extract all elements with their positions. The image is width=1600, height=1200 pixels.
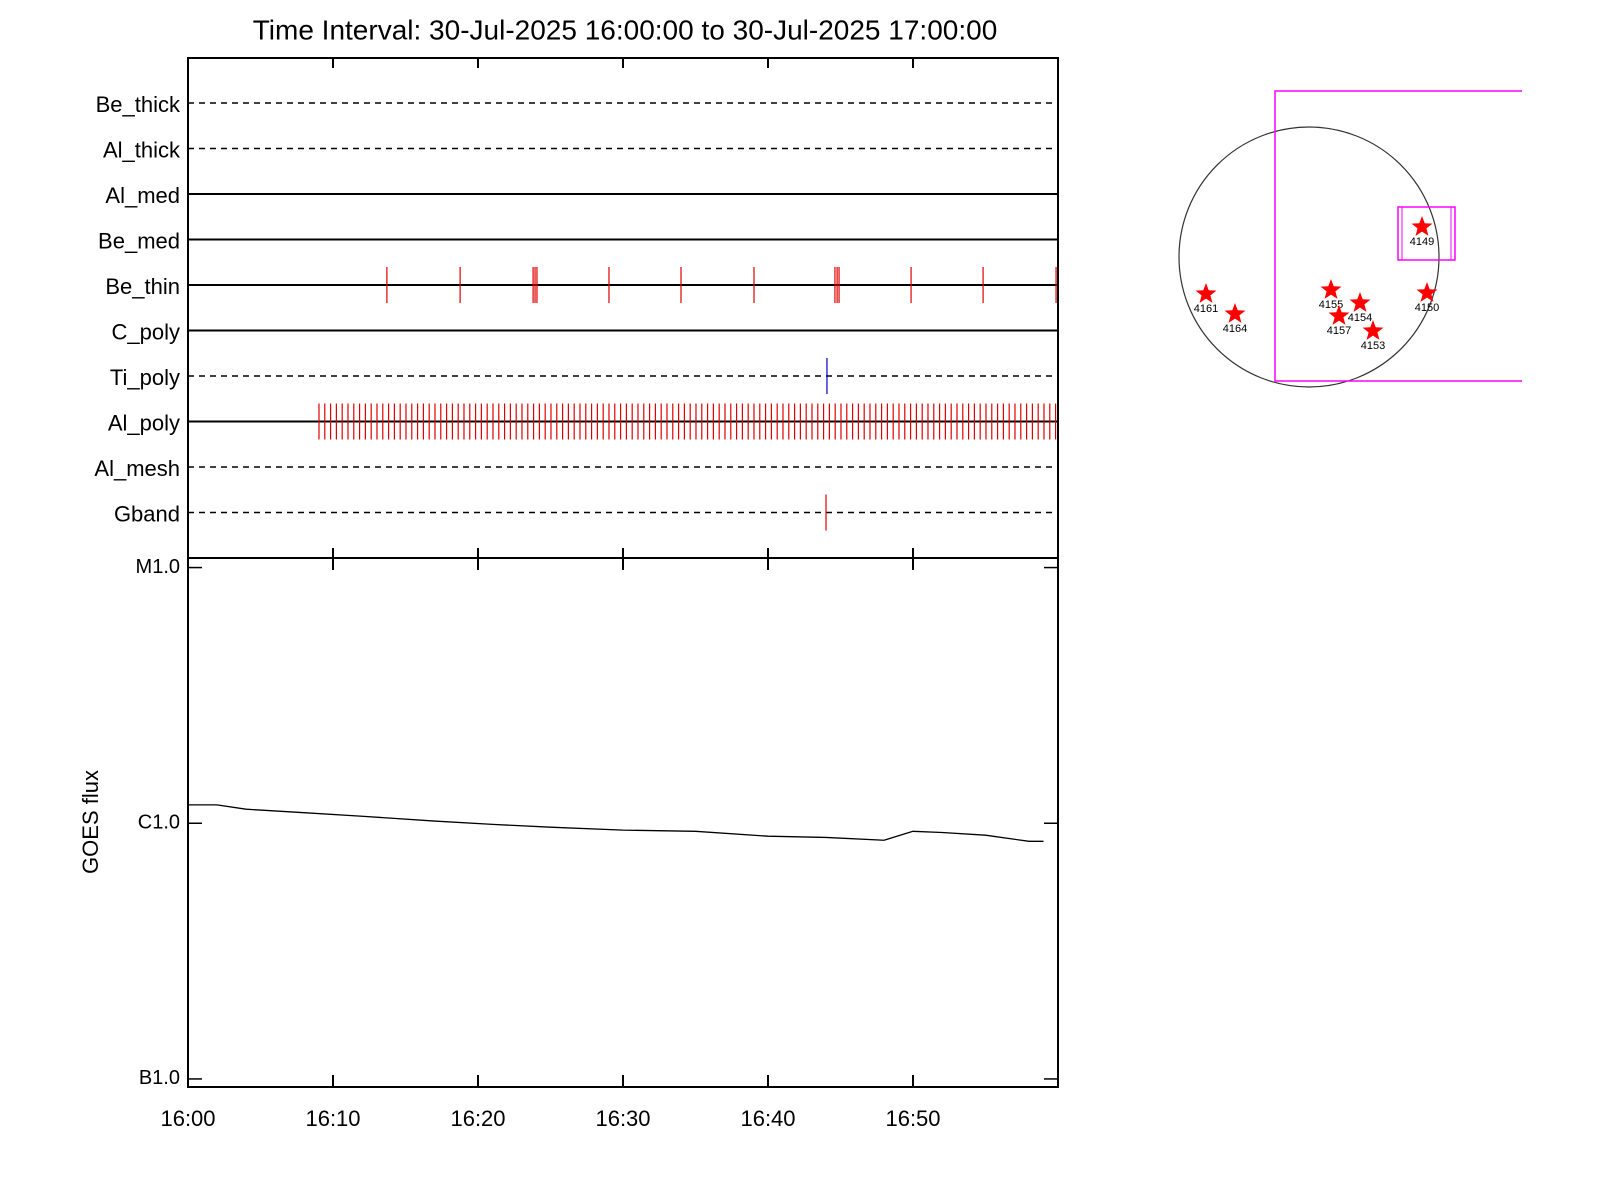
row-label: Ti_poly <box>110 365 180 390</box>
y-axis-label: GOES flux <box>78 770 103 874</box>
region-star <box>1320 279 1342 299</box>
row-label: Al_med <box>105 183 180 208</box>
region-label: 4161 <box>1194 303 1218 315</box>
row-label: C_poly <box>112 319 180 344</box>
row-label: Be_thin <box>105 274 180 299</box>
region-label: 4154 <box>1348 312 1372 324</box>
y-tick-label: B1.0 <box>139 1067 180 1089</box>
flux-frame <box>187 557 1059 1088</box>
x-tick-label: 16:20 <box>450 1106 505 1131</box>
region-star <box>1195 283 1217 303</box>
x-tick-label: 16:30 <box>595 1106 650 1131</box>
row-label: Al_thick <box>103 137 181 162</box>
region-label: 4150 <box>1415 302 1439 314</box>
x-tick-label: 16:10 <box>305 1106 360 1131</box>
fov-box <box>1274 90 1522 382</box>
sun-map <box>1178 90 1522 388</box>
row-label: Be_med <box>98 228 180 253</box>
region-label: 4153 <box>1361 340 1385 352</box>
region-star <box>1224 303 1246 323</box>
region-label: 4149 <box>1410 236 1434 248</box>
region-star <box>1349 292 1371 312</box>
y-tick-label: M1.0 <box>136 556 180 578</box>
row-label: Al_mesh <box>94 456 180 481</box>
region-label: 4164 <box>1223 323 1247 335</box>
y-tick-label: C1.0 <box>138 812 180 834</box>
region-star <box>1328 305 1350 325</box>
row-label: Al_poly <box>108 410 180 435</box>
row-label: Gband <box>114 501 180 526</box>
region-star <box>1362 320 1384 340</box>
solar-disk <box>1178 126 1440 388</box>
flux-line <box>188 804 1044 842</box>
row-label: Be_thick <box>96 92 181 117</box>
x-tick-label: 16:00 <box>160 1106 215 1131</box>
target-box <box>1401 206 1452 261</box>
chart-title: Time Interval: 30-Jul-2025 16:00:00 to 3… <box>253 14 998 45</box>
x-tick-label: 16:50 <box>885 1106 940 1131</box>
region-star <box>1411 216 1433 236</box>
region-star <box>1416 282 1438 302</box>
timeline-frame <box>187 57 1059 559</box>
region-label: 4155 <box>1319 299 1343 311</box>
region-label: 4157 <box>1327 325 1351 337</box>
x-tick-label: 16:40 <box>740 1106 795 1131</box>
